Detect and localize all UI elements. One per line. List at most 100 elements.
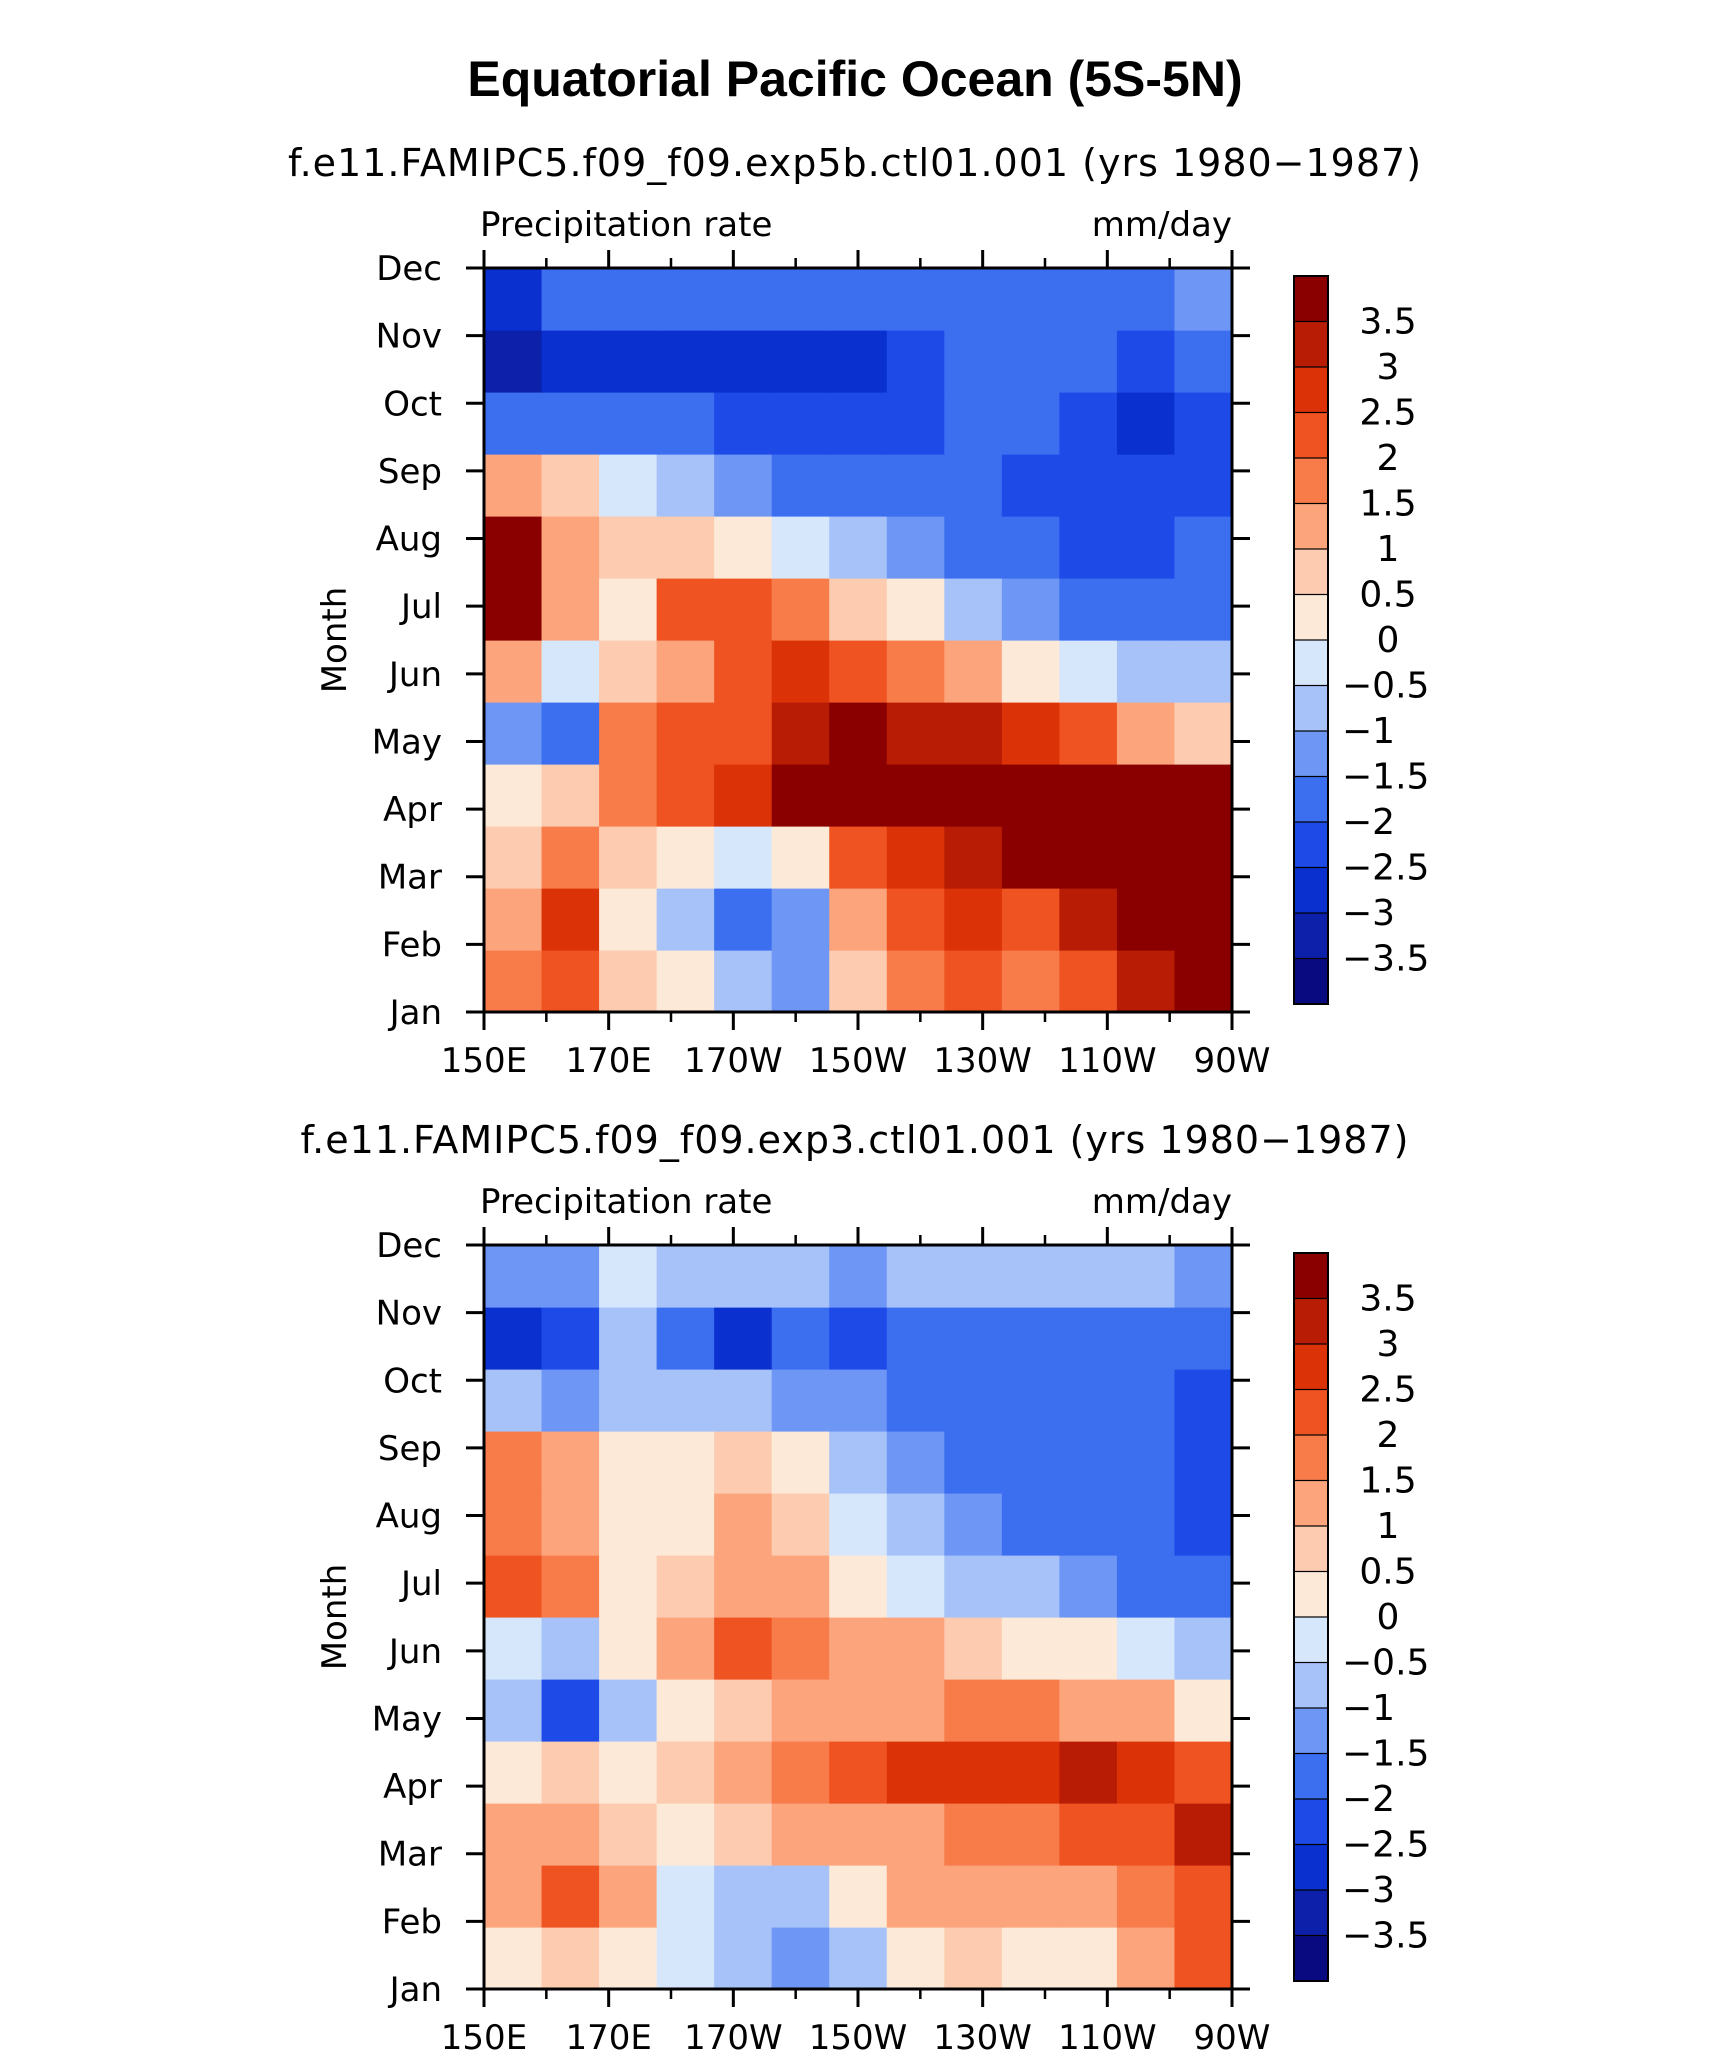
heatmap-cell	[944, 1617, 1003, 1680]
heatmap-cell	[771, 1803, 830, 1866]
y-tick-label: May	[372, 722, 442, 762]
heatmap-cell	[829, 1741, 888, 1804]
heatmap-cell	[1116, 330, 1176, 393]
heatmap-cell	[829, 640, 888, 703]
heatmap-cell	[714, 1493, 773, 1556]
colorbar-box	[1293, 1570, 1329, 1618]
colorbar-tick-label: −1.5	[1342, 757, 1429, 798]
heatmap-cell	[656, 640, 715, 703]
heatmap-cell	[886, 392, 945, 455]
heatmap-cell	[599, 516, 658, 579]
heatmap-cell	[656, 454, 715, 517]
heatmap-cell	[886, 1245, 945, 1308]
heatmap-cell	[829, 454, 888, 517]
heatmap-cell	[1116, 1865, 1176, 1928]
heatmap-cell	[1001, 1307, 1060, 1370]
heatmap-cell	[1001, 1865, 1060, 1928]
colorbar-box	[1293, 775, 1329, 823]
heatmap-cell	[771, 578, 830, 641]
heatmap-cell	[714, 1555, 773, 1618]
heatmap-cell	[771, 1617, 830, 1680]
heatmap-cell	[886, 640, 945, 703]
y-tick-label: Jan	[388, 1970, 442, 2010]
x-tick-label: 170E	[565, 2018, 651, 2058]
heatmap-cell	[541, 1555, 600, 1618]
heatmap-cell	[1116, 1555, 1176, 1618]
heatmap-cell	[1059, 1865, 1118, 1928]
heatmap-cell	[886, 826, 945, 889]
heatmap-cell	[944, 1555, 1003, 1618]
colorbar-tick-label: 2.5	[1359, 1370, 1416, 1411]
heatmap-cell	[1174, 392, 1233, 455]
heatmap-cell	[714, 888, 773, 951]
heatmap-cell	[829, 1245, 888, 1308]
colorbar-box	[1293, 1934, 1329, 1982]
colorbar-box	[1293, 1798, 1329, 1846]
y-tick-label: Dec	[376, 1226, 442, 1266]
heatmap-cell	[829, 826, 888, 889]
colorbar-tick-label: −3.5	[1342, 1916, 1429, 1957]
heatmap-cell	[829, 950, 888, 1013]
heatmap-cell	[1059, 578, 1118, 641]
heatmap-cell	[771, 1245, 830, 1308]
heatmap-cell	[1001, 950, 1060, 1013]
colorbar-box	[1293, 411, 1329, 459]
y-tick-label: Nov	[376, 317, 442, 357]
colorbar-box	[1293, 1252, 1329, 1300]
colorbar-box	[1293, 957, 1329, 1005]
heatmap-cell	[944, 1245, 1003, 1308]
heatmap-cell	[599, 578, 658, 641]
heatmap-cell	[1174, 1617, 1233, 1680]
colorbar-border	[1293, 1252, 1329, 1982]
colorbar-tick-label: −3	[1342, 1870, 1395, 1911]
colorbar-box	[1293, 1343, 1329, 1391]
y-tick-label: Mar	[378, 858, 442, 898]
heatmap-cell	[484, 1245, 543, 1308]
heatmap-cell	[541, 1307, 600, 1370]
heatmap-cell	[1174, 330, 1233, 393]
heatmap-cell	[771, 1493, 830, 1556]
heatmap-cell	[1174, 1741, 1233, 1804]
heatmap-cell	[1116, 1245, 1176, 1308]
y-tick-label: Jun	[387, 1632, 442, 1672]
heatmap-cell	[771, 950, 830, 1013]
heatmap-cell	[944, 888, 1003, 951]
heatmap-cell	[1116, 1741, 1176, 1804]
heatmap-cell	[484, 950, 543, 1013]
y-tick-label: Aug	[376, 1497, 442, 1537]
heatmap-cell	[714, 1369, 773, 1432]
heatmap-cell	[484, 702, 543, 765]
heatmap-cell	[484, 330, 543, 393]
colorbar-border	[1293, 275, 1329, 1005]
x-tick-label: 150E	[441, 2018, 527, 2058]
heatmap-cell	[1059, 950, 1118, 1013]
heatmap-cell	[484, 1369, 543, 1432]
colorbar-tick-label: 1.5	[1359, 1461, 1416, 1502]
x-tick-label: 150W	[809, 2018, 908, 2058]
heatmap-cell	[886, 1431, 945, 1494]
heatmap-cell	[886, 268, 945, 331]
heatmap-cell	[1174, 640, 1233, 703]
heatmap-cell	[1059, 1679, 1118, 1742]
heatmap-cell	[829, 1493, 888, 1556]
heatmap-cell	[1001, 516, 1060, 579]
heatmap-cell	[1059, 826, 1118, 889]
heatmap-cell	[484, 826, 543, 889]
colorbar-box	[1293, 502, 1329, 550]
heatmap-cell	[771, 268, 830, 331]
y-tick-label: Apr	[383, 790, 442, 830]
colorbar-tick-label: −1	[1342, 1688, 1395, 1729]
heatmap-cell	[656, 702, 715, 765]
y-tick-label: Aug	[376, 520, 442, 560]
heatmap-cell	[714, 578, 773, 641]
heatmap-cell	[1059, 268, 1118, 331]
heatmap-cell	[599, 392, 658, 455]
heatmap-cell	[829, 268, 888, 331]
heatmap-cell	[714, 826, 773, 889]
colorbar-box	[1293, 1889, 1329, 1937]
x-axis: 150E 170E 170W 150W 130W 110W 90W	[441, 250, 1270, 1081]
figure-title: Equatorial Pacific Ocean (5S-5N)	[467, 51, 1242, 107]
heatmap-cell	[656, 1431, 715, 1494]
heatmap-cell	[944, 826, 1003, 889]
